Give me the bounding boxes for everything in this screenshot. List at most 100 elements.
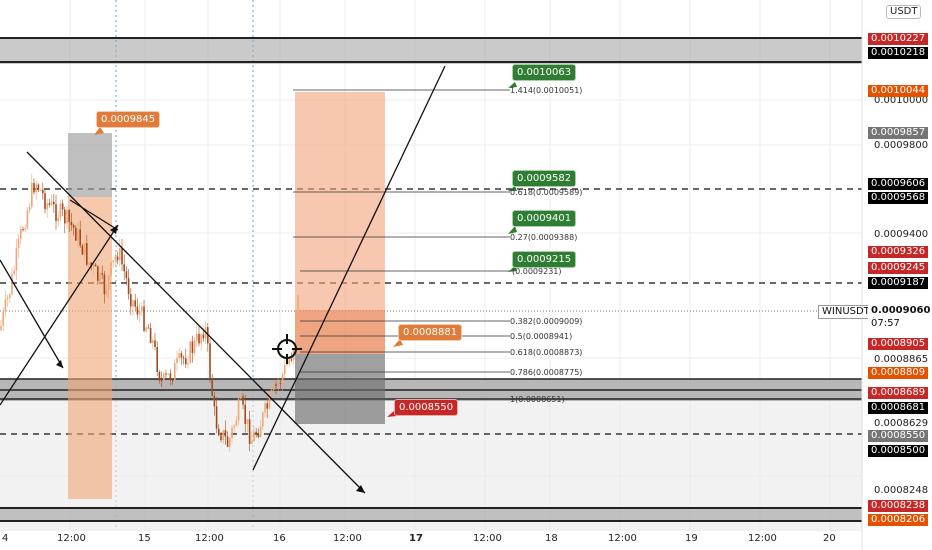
candle-body xyxy=(90,262,92,267)
candle-body xyxy=(35,184,37,193)
stop-tag[interactable]: 0.0008550 xyxy=(394,399,459,416)
candlesticks xyxy=(0,173,299,452)
time-axis-label: 12:00 xyxy=(473,533,502,544)
candle-body xyxy=(224,430,227,437)
candle-body xyxy=(174,362,176,381)
candle-body xyxy=(59,203,62,218)
candle-body xyxy=(72,224,75,228)
candle-body xyxy=(112,260,114,263)
left-position-target[interactable] xyxy=(68,197,112,499)
entry-tag[interactable]: 0.0009845 xyxy=(96,111,161,128)
candle-body xyxy=(108,275,110,290)
candle-body xyxy=(50,201,53,205)
candle-body xyxy=(257,434,260,438)
time-axis[interactable] xyxy=(0,530,862,550)
candle-body xyxy=(171,379,174,381)
candle-body xyxy=(33,183,35,193)
target-tag[interactable]: 0.0009582 xyxy=(512,170,577,187)
candle-body xyxy=(158,371,161,381)
candle-body xyxy=(215,406,218,429)
time-axis-label: 12:00 xyxy=(195,533,224,544)
candle-body xyxy=(57,217,59,222)
candle-body xyxy=(101,273,103,275)
candle-body xyxy=(88,262,90,265)
candle-body xyxy=(147,327,150,329)
candle-body xyxy=(53,201,55,205)
price-marker: 0.0009606 xyxy=(868,178,929,190)
fib-level-label: 0.618(0.0008873) xyxy=(510,348,583,357)
candle-body xyxy=(284,365,286,375)
fib-level-label: 1.414(0.0010051) xyxy=(510,86,583,95)
price-marker: 0.0009187 xyxy=(868,277,929,289)
candle-body xyxy=(277,382,279,387)
time-axis-label: 18 xyxy=(545,533,558,544)
candle-body xyxy=(110,262,112,276)
fib-level-label: 1(0.0008651) xyxy=(510,395,565,404)
candle-body xyxy=(222,430,224,441)
target-tag[interactable]: 0.0009215 xyxy=(512,251,577,268)
candle-body xyxy=(209,343,211,378)
candle-body xyxy=(81,245,84,255)
fib-level-label: 0.27(0.0009388) xyxy=(510,233,578,242)
candle-body xyxy=(28,206,31,211)
candle-body xyxy=(275,384,277,387)
price-axis-label: 0.0008865 xyxy=(874,354,929,365)
candle-countdown: 07:57 xyxy=(868,318,903,330)
candle-body xyxy=(178,353,180,359)
candle-body xyxy=(24,228,26,230)
candle-body xyxy=(4,299,7,312)
candle-body xyxy=(211,377,213,396)
candle-body xyxy=(191,341,194,353)
price-scale[interactable] xyxy=(862,0,932,550)
price-marker: 0.0009245 xyxy=(868,262,929,274)
price-axis-label: 0.0009400 xyxy=(874,229,929,240)
target-tag[interactable]: 0.0009401 xyxy=(512,210,577,227)
right-position-stop[interactable] xyxy=(295,354,385,424)
candle-body xyxy=(182,357,185,359)
candle-body xyxy=(0,325,2,330)
fib-level-label: 0.618(0.0009589) xyxy=(510,188,583,197)
price-marker: 0.0008809 xyxy=(868,367,929,379)
candle-body xyxy=(94,264,97,267)
resistance-band-top[interactable] xyxy=(0,38,862,64)
target-tag[interactable]: 0.0010063 xyxy=(512,64,577,81)
price-marker: 0.0008500 xyxy=(868,445,929,457)
candle-body xyxy=(136,306,139,315)
candle-body xyxy=(105,289,108,295)
quote-currency-label[interactable]: USDT xyxy=(886,5,922,19)
candle-body xyxy=(121,248,123,265)
candle-body xyxy=(127,278,130,295)
candle-body xyxy=(200,334,202,344)
candle-body xyxy=(11,274,13,295)
candle-body xyxy=(141,306,143,312)
candle-body xyxy=(220,435,222,441)
candle-body xyxy=(251,440,253,444)
candle-body xyxy=(145,327,147,331)
candle-body xyxy=(279,382,282,384)
time-axis-label: 12:00 xyxy=(748,533,777,544)
price-marker: 0.0008905 xyxy=(868,338,929,350)
support-band-bottom[interactable] xyxy=(0,508,862,522)
candle-body xyxy=(55,204,57,222)
candle-body xyxy=(196,333,198,341)
price-marker: 0.0010218 xyxy=(868,47,929,59)
candle-body xyxy=(26,210,29,229)
candle-body xyxy=(156,347,158,372)
entry-tag[interactable]: 0.0008881 xyxy=(398,324,463,341)
current-price-label: 0.0009060 xyxy=(868,305,932,317)
price-marker: 0.0008689 xyxy=(868,387,929,399)
time-axis-label: 19 xyxy=(685,533,698,544)
fib-level-label: 0.786(0.0008775) xyxy=(510,368,583,377)
left-position-stop[interactable] xyxy=(68,133,112,197)
candle-body xyxy=(198,333,200,344)
price-marker: 0.0008206 xyxy=(868,514,929,526)
candle-body xyxy=(39,189,42,191)
candle-body xyxy=(255,431,257,435)
candle-body xyxy=(180,353,183,358)
candle-body xyxy=(22,229,24,231)
time-axis-label: 15 xyxy=(138,533,151,544)
candle-body xyxy=(273,384,275,391)
time-axis-label: 20 xyxy=(823,533,836,544)
candle-body xyxy=(17,238,20,249)
